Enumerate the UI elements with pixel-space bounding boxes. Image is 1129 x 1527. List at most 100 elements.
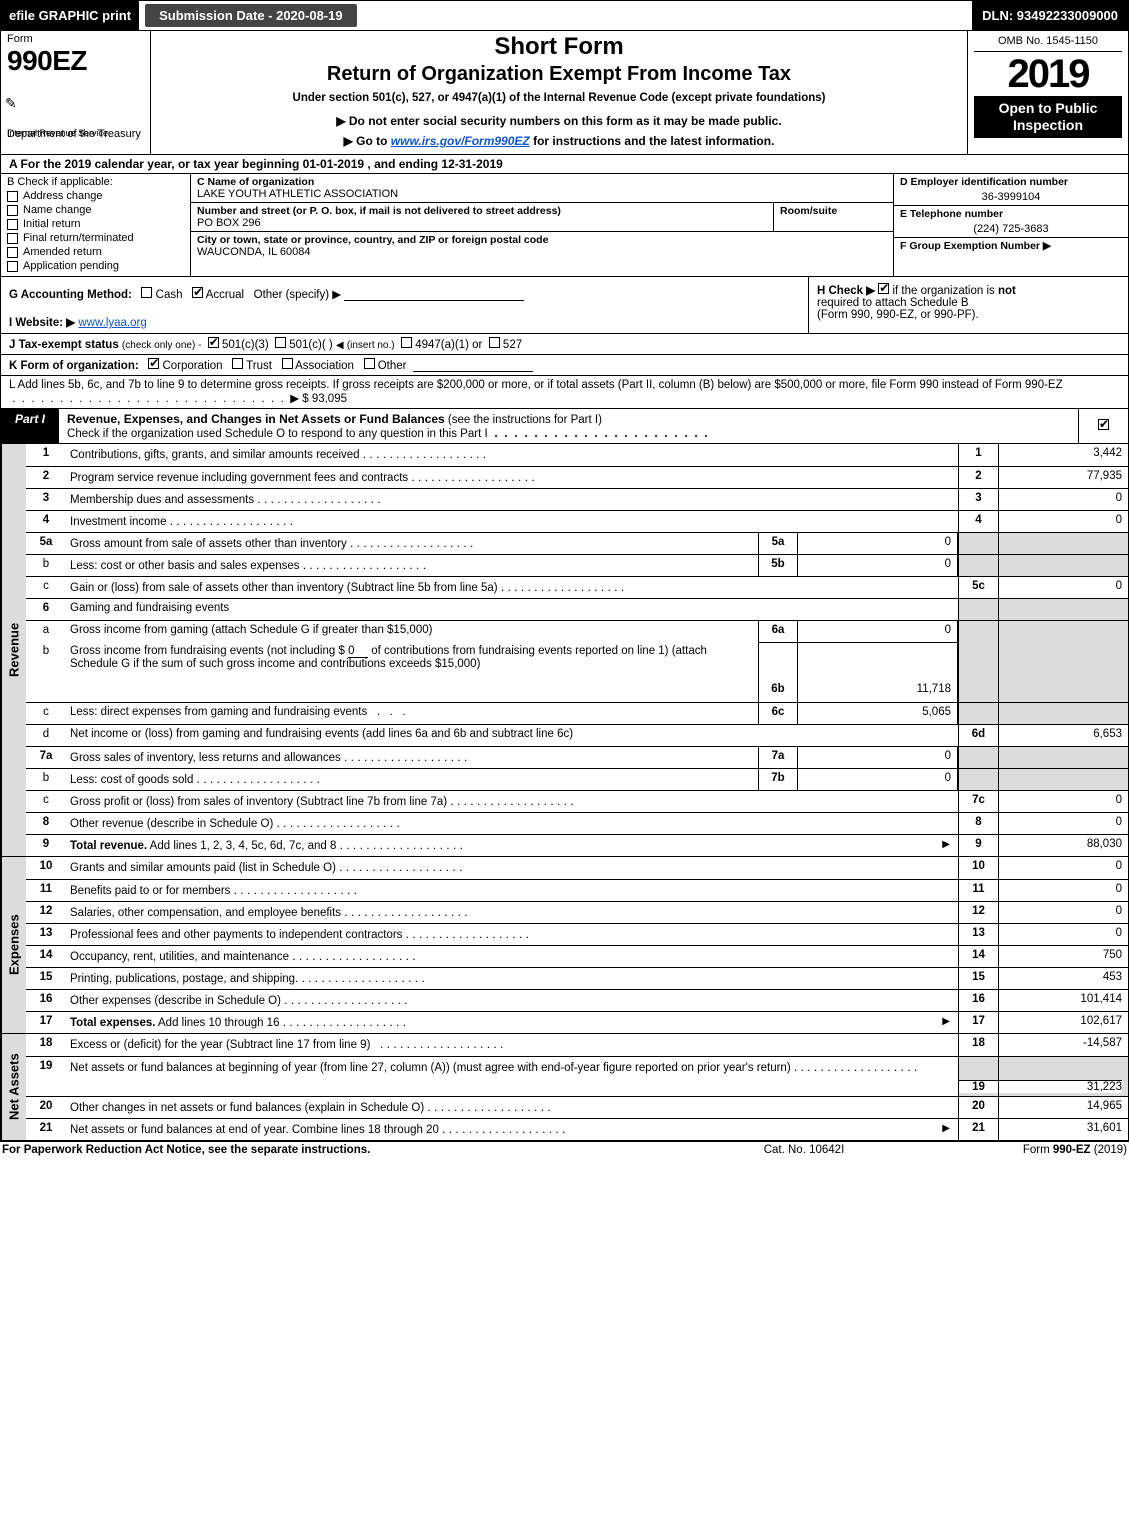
checkbox-icon[interactable] — [7, 205, 18, 216]
checkbox-icon[interactable] — [275, 337, 286, 348]
k-other-input[interactable] — [413, 358, 533, 372]
checkbox-icon[interactable] — [7, 247, 18, 258]
right-num: 5c — [958, 577, 998, 598]
line-desc: Benefits paid to or for members — [66, 880, 958, 901]
line-7b: b Less: cost of goods sold 7b 0 — [26, 768, 1128, 790]
right-num — [958, 703, 998, 724]
checkbox-icon[interactable] — [7, 233, 18, 244]
line-12: 12 Salaries, other compensation, and emp… — [26, 901, 1128, 923]
checkbox-icon[interactable] — [141, 287, 152, 298]
h-sched: required to attach Schedule B — [817, 297, 969, 309]
right-num: 18 — [958, 1034, 998, 1056]
checkbox-icon[interactable] — [148, 358, 159, 369]
k-corp: Corporation — [162, 360, 222, 372]
right-num: 10 — [958, 857, 998, 879]
right-num — [958, 533, 998, 554]
city-cell: City or town, state or province, country… — [191, 232, 893, 260]
part-i-header: Part I Revenue, Expenses, and Changes in… — [0, 409, 1129, 444]
efile-label[interactable]: efile GRAPHIC print — [1, 1, 139, 30]
right-num: 14 — [958, 946, 998, 967]
ck-label: Amended return — [23, 246, 102, 258]
row-ghi: G Accounting Method: Cash Accrual Other … — [0, 277, 1129, 333]
street-row: Number and street (or P. O. box, if mail… — [191, 203, 893, 232]
checkbox-icon[interactable] — [401, 337, 412, 348]
line-5c: c Gain or (loss) from sale of assets oth… — [26, 576, 1128, 598]
right-num — [958, 769, 998, 790]
checkbox-icon[interactable] — [282, 358, 293, 369]
phone-cell: E Telephone number (224) 725-3683 — [894, 206, 1128, 238]
ck-label: Final return/terminated — [23, 232, 134, 244]
city-lbl: City or town, state or province, country… — [197, 234, 548, 246]
topbar: efile GRAPHIC print Submission Date - 20… — [0, 0, 1129, 31]
ck-application-pending[interactable]: Application pending — [7, 260, 184, 272]
line-num: 15 — [26, 968, 66, 989]
irs-link[interactable]: www.irs.gov/Form990EZ — [391, 134, 530, 148]
ck-amended-return[interactable]: Amended return — [7, 246, 184, 258]
line-desc: Program service revenue including govern… — [66, 467, 958, 488]
expenses-body: 10 Grants and similar amounts paid (list… — [26, 857, 1128, 1033]
g-other-input[interactable] — [344, 287, 524, 301]
line-9: 9 Total revenue. Add lines 1, 2, 3, 4, 5… — [26, 834, 1128, 856]
line-num: 12 — [26, 902, 66, 923]
line-1: 1 Contributions, gifts, grants, and simi… — [26, 444, 1128, 466]
line-desc: Other expenses (describe in Schedule O) — [66, 990, 958, 1011]
checkbox-icon[interactable] — [208, 337, 219, 348]
line-num: 1 — [26, 444, 66, 466]
checkbox-icon[interactable] — [489, 337, 500, 348]
ck-name-change[interactable]: Name change — [7, 204, 184, 216]
line-num: 7a — [26, 747, 66, 768]
line-desc: Membership dues and assessments — [66, 489, 958, 510]
subtitle-goto: ▶ Go to www.irs.gov/Form990EZ for instru… — [161, 134, 957, 148]
ty-end: 12-31-2019 — [441, 157, 502, 171]
subtitle-section: Under section 501(c), 527, or 4947(a)(1)… — [161, 92, 957, 104]
checkbox-icon[interactable] — [232, 358, 243, 369]
line-desc: Gaming and fundraising events — [66, 599, 958, 620]
line-desc: Gross amount from sale of assets other t… — [66, 533, 758, 554]
line-desc: Printing, publications, postage, and shi… — [66, 968, 958, 989]
right-val — [998, 769, 1128, 790]
line-6c: c Less: direct expenses from gaming and … — [26, 702, 1128, 724]
checkbox-icon[interactable] — [364, 358, 375, 369]
right-num: 6d — [958, 725, 998, 746]
right-num: 3 — [958, 489, 998, 510]
mid-val: 11,718 — [798, 642, 958, 702]
line-18: 18 Excess or (deficit) for the year (Sub… — [26, 1034, 1128, 1056]
line-21: 21 Net assets or fund balances at end of… — [26, 1118, 1128, 1140]
line-desc: Professional fees and other payments to … — [66, 924, 958, 945]
line-num: 20 — [26, 1097, 66, 1118]
right-val — [998, 747, 1128, 768]
line-num: 11 — [26, 880, 66, 901]
website-link[interactable]: www.lyaa.org — [78, 317, 146, 329]
right-val: 31,223 — [999, 1080, 1122, 1093]
line-num: 10 — [26, 857, 66, 879]
k-row: K Form of organization: Corporation Trus… — [0, 354, 1129, 375]
line-10: 10 Grants and similar amounts paid (list… — [26, 857, 1128, 879]
checkbox-icon[interactable] — [7, 261, 18, 272]
revenue-body: 1 Contributions, gifts, grants, and simi… — [26, 444, 1128, 856]
ck-label: Application pending — [23, 260, 119, 272]
checkbox-icon[interactable] — [7, 191, 18, 202]
line-num: 2 — [26, 467, 66, 488]
right-val — [998, 642, 1128, 702]
checkbox-icon[interactable] — [1098, 419, 1109, 430]
mid-num: 5a — [758, 533, 798, 554]
checkbox-icon[interactable] — [192, 287, 203, 298]
title-shortform: Short Form — [161, 33, 957, 61]
right-val: 0 — [998, 489, 1128, 510]
right-val: 0 — [998, 813, 1128, 834]
street-lbl: Number and street (or P. O. box, if mail… — [197, 205, 561, 217]
line-desc: Gain or (loss) from sale of assets other… — [66, 577, 958, 598]
checkbox-icon[interactable] — [7, 219, 18, 230]
checkbox-icon[interactable] — [878, 283, 889, 294]
ck-initial-return[interactable]: Initial return — [7, 218, 184, 230]
right-val: 0 — [998, 880, 1128, 901]
line-14: 14 Occupancy, rent, utilities, and maint… — [26, 945, 1128, 967]
fr-bold: 990-EZ — [1053, 1144, 1091, 1156]
line-num: 14 — [26, 946, 66, 967]
ck-address-change[interactable]: Address change — [7, 190, 184, 202]
j-501c: 501(c)( ) — [289, 339, 332, 351]
part-checknote: Check if the organization used Schedule … — [67, 428, 488, 440]
footer-right: Form 990-EZ (2019) — [929, 1144, 1129, 1156]
city-val: WAUCONDA, IL 60084 — [197, 246, 311, 258]
ck-final-return[interactable]: Final return/terminated — [7, 232, 184, 244]
